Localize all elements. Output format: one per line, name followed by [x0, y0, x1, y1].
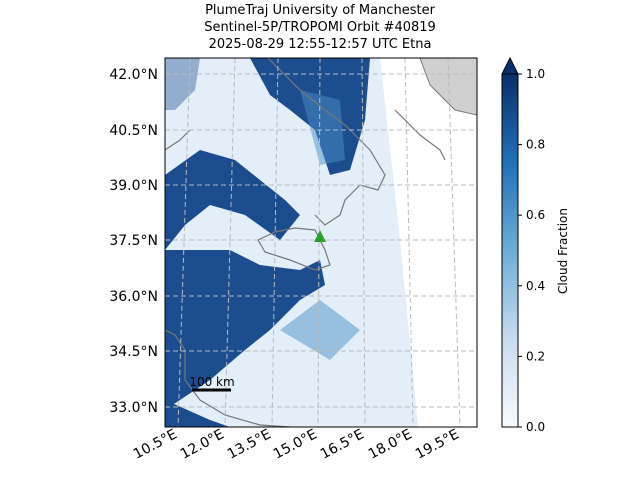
lon-labels: 10.5°E12.0°E13.5°E15.0°E16.5°E18.0°E19.5…	[131, 426, 462, 462]
scale-bar-label: 100 km	[189, 375, 234, 389]
title-line: 2025-08-29 12:55-12:57 UTC Etna	[209, 37, 432, 52]
colorbar-label: Cloud Fraction	[556, 208, 570, 294]
colorbar-tick-label: 0.2	[526, 349, 545, 363]
lon-label: 13.5°E	[225, 426, 274, 462]
colorbar-tick-label: 0.6	[526, 208, 545, 222]
colorbar-extend	[501, 56, 519, 75]
colorbar-tick-label: 0.8	[526, 138, 545, 152]
map-frame	[164, 57, 478, 428]
map: 100 km	[165, 58, 477, 427]
lat-labels: 42.0°N 40.5°N 39.0°N 37.5°N 36.0°N 34.5°N 33.0…	[109, 67, 158, 416]
colorbar-tick-label: 0.0	[526, 420, 545, 434]
lon-label: 16.5°E	[318, 426, 367, 462]
lon-label: 10.5°E	[131, 426, 180, 462]
colorbar: 0.0 0.2 0.4 0.6 0.8 1.0 Cloud Fraction	[501, 56, 570, 434]
lat-label: 40.5°N	[109, 123, 158, 139]
lon-label: 12.0°E	[178, 426, 227, 462]
colorbar-bar	[501, 73, 519, 428]
lat-label: 36.0°N	[109, 289, 158, 305]
lat-label: 34.5°N	[109, 344, 158, 360]
clouds-light	[280, 90, 360, 360]
colorbar-ticks: 0.0 0.2 0.4 0.6 0.8 1.0	[518, 67, 545, 434]
colorbar-tick-label: 0.4	[526, 279, 545, 293]
lat-label: 37.5°N	[109, 233, 158, 249]
lat-label: 39.0°N	[109, 178, 158, 194]
colorbar-tick-label: 1.0	[526, 67, 545, 81]
lon-label: 18.0°E	[366, 426, 415, 462]
lon-label: 19.5°E	[413, 426, 462, 462]
lat-label: 33.0°N	[109, 400, 158, 416]
lon-label: 15.0°E	[271, 426, 320, 462]
title-line: PlumeTraj University of Manchester	[205, 3, 435, 18]
volcano-marker	[314, 230, 326, 242]
title: PlumeTraj University of Manchester Senti…	[204, 3, 436, 52]
title-line: Sentinel-5P/TROPOMI Orbit #40819	[204, 20, 436, 35]
lat-label: 42.0°N	[109, 67, 158, 83]
